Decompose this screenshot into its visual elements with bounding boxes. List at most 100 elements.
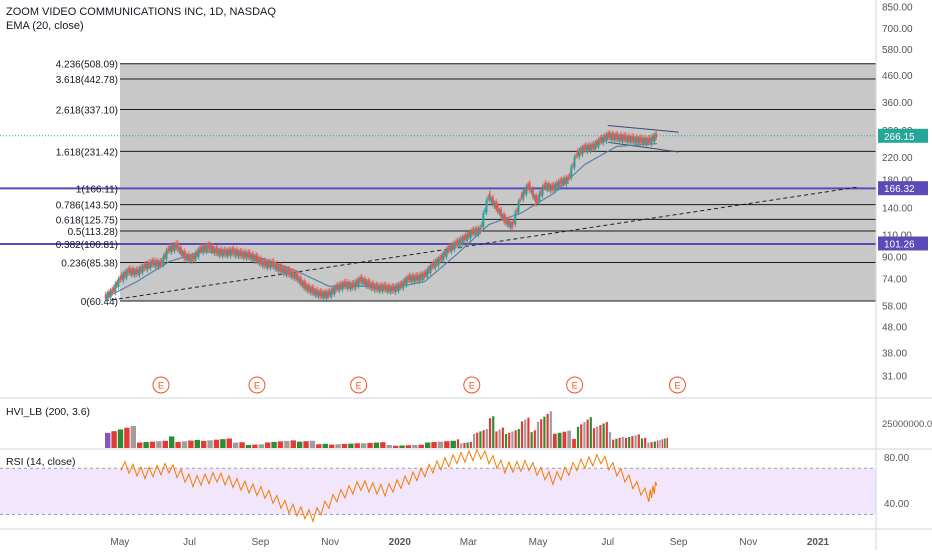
candle-body	[207, 244, 210, 249]
candle-body	[570, 166, 573, 178]
candle-body	[451, 243, 454, 248]
volume-bar	[360, 443, 367, 448]
candle-body	[293, 274, 296, 279]
time-tick: Mar	[460, 537, 478, 548]
volume-bar	[602, 423, 605, 448]
candle-body	[381, 286, 384, 292]
candle-body	[435, 259, 438, 264]
volume-bar	[511, 431, 514, 448]
candle-body	[251, 253, 254, 260]
candle-body	[367, 280, 370, 287]
candle-body	[440, 255, 443, 259]
candle-body	[127, 269, 130, 273]
volume-bar	[348, 443, 354, 448]
candle-body	[218, 250, 221, 256]
candle-body	[362, 280, 365, 285]
candle-body	[399, 283, 402, 288]
candle-body	[248, 252, 251, 258]
candle-body	[306, 286, 309, 291]
volume-bar	[647, 442, 650, 448]
candle-body	[547, 183, 550, 189]
candle-body	[391, 285, 394, 292]
rsi-legend[interactable]: RSI (14, close)	[6, 456, 76, 468]
candle-body	[496, 204, 499, 212]
candle-body	[522, 191, 525, 200]
volume-bar	[162, 440, 168, 448]
volume-bar	[530, 432, 533, 448]
volume-bar	[412, 444, 418, 448]
candle-body	[352, 282, 355, 287]
volume-bar	[527, 417, 530, 448]
volume-bar	[296, 441, 303, 448]
candle-body	[578, 150, 581, 157]
earnings-letter: E	[356, 381, 362, 391]
candle-body	[378, 286, 381, 292]
hvi-legend[interactable]: HVI_LB (200, 3.6)	[6, 406, 91, 418]
volume-bar	[399, 445, 405, 448]
candle-body	[499, 209, 502, 217]
candle-body	[335, 285, 338, 290]
candle-body	[351, 282, 354, 288]
earnings-icon	[566, 376, 584, 394]
volume-bar	[239, 442, 245, 448]
candle-body	[325, 292, 328, 299]
volume-bar	[456, 439, 460, 448]
volume-bar	[105, 432, 111, 448]
candle-body	[624, 135, 627, 141]
candle-body	[442, 253, 445, 261]
volume-bar	[463, 442, 466, 448]
candle-body	[279, 265, 282, 272]
candle-body	[271, 261, 274, 266]
price-tick: 700.00	[882, 24, 913, 35]
candle-body	[487, 197, 490, 199]
candle-body	[189, 256, 192, 262]
time-tick: Nov	[321, 537, 339, 548]
candle-body	[583, 146, 586, 150]
candle-body	[333, 287, 336, 294]
earnings-icon	[152, 376, 170, 394]
candle-body	[181, 252, 184, 256]
fib-label: 1.618(231.42)	[56, 147, 118, 158]
candle-body	[634, 138, 637, 144]
ema-legend[interactable]: EMA (20, close)	[6, 20, 84, 32]
volume-bar	[562, 431, 567, 448]
volume-bar	[596, 426, 599, 448]
candle-body	[477, 228, 480, 235]
candle-body	[611, 133, 614, 139]
candle-body	[311, 286, 314, 293]
volume-bar	[650, 442, 653, 448]
candle-body	[648, 137, 651, 143]
candle-body	[455, 241, 458, 246]
volume-bar	[386, 444, 392, 448]
price-candles	[104, 129, 658, 304]
fib-label: 0.786(143.50)	[56, 201, 118, 212]
candle-body	[138, 268, 141, 275]
candle-body	[464, 234, 467, 239]
candle-body	[623, 134, 626, 141]
candle-body	[256, 255, 259, 262]
volume-bar	[149, 441, 156, 448]
volume-bar	[540, 419, 543, 448]
volume-bar	[328, 444, 335, 448]
volume-bar	[220, 439, 226, 448]
candle-body	[224, 249, 227, 255]
volume-bar	[637, 434, 640, 448]
candle-body	[575, 155, 578, 157]
volume-bar	[634, 435, 637, 448]
symbol-title[interactable]: ZOOM VIDEO COMMUNICATIONS INC, 1D, NASDA…	[6, 6, 276, 18]
candle-body	[175, 243, 178, 248]
candle-body	[283, 267, 286, 274]
candle-body	[488, 193, 491, 200]
volume-bar	[608, 432, 612, 448]
candle-body	[227, 249, 230, 254]
volume-bar	[599, 425, 602, 448]
candle-body	[467, 232, 470, 237]
candle-body	[167, 248, 170, 252]
candle-body	[117, 279, 120, 287]
candle-body	[517, 201, 520, 213]
volume-bar	[576, 426, 580, 448]
candle-body	[242, 253, 245, 258]
volume-bar	[373, 442, 380, 448]
fib-label: 3.618(442.78)	[56, 75, 118, 86]
candle-body	[195, 251, 198, 255]
